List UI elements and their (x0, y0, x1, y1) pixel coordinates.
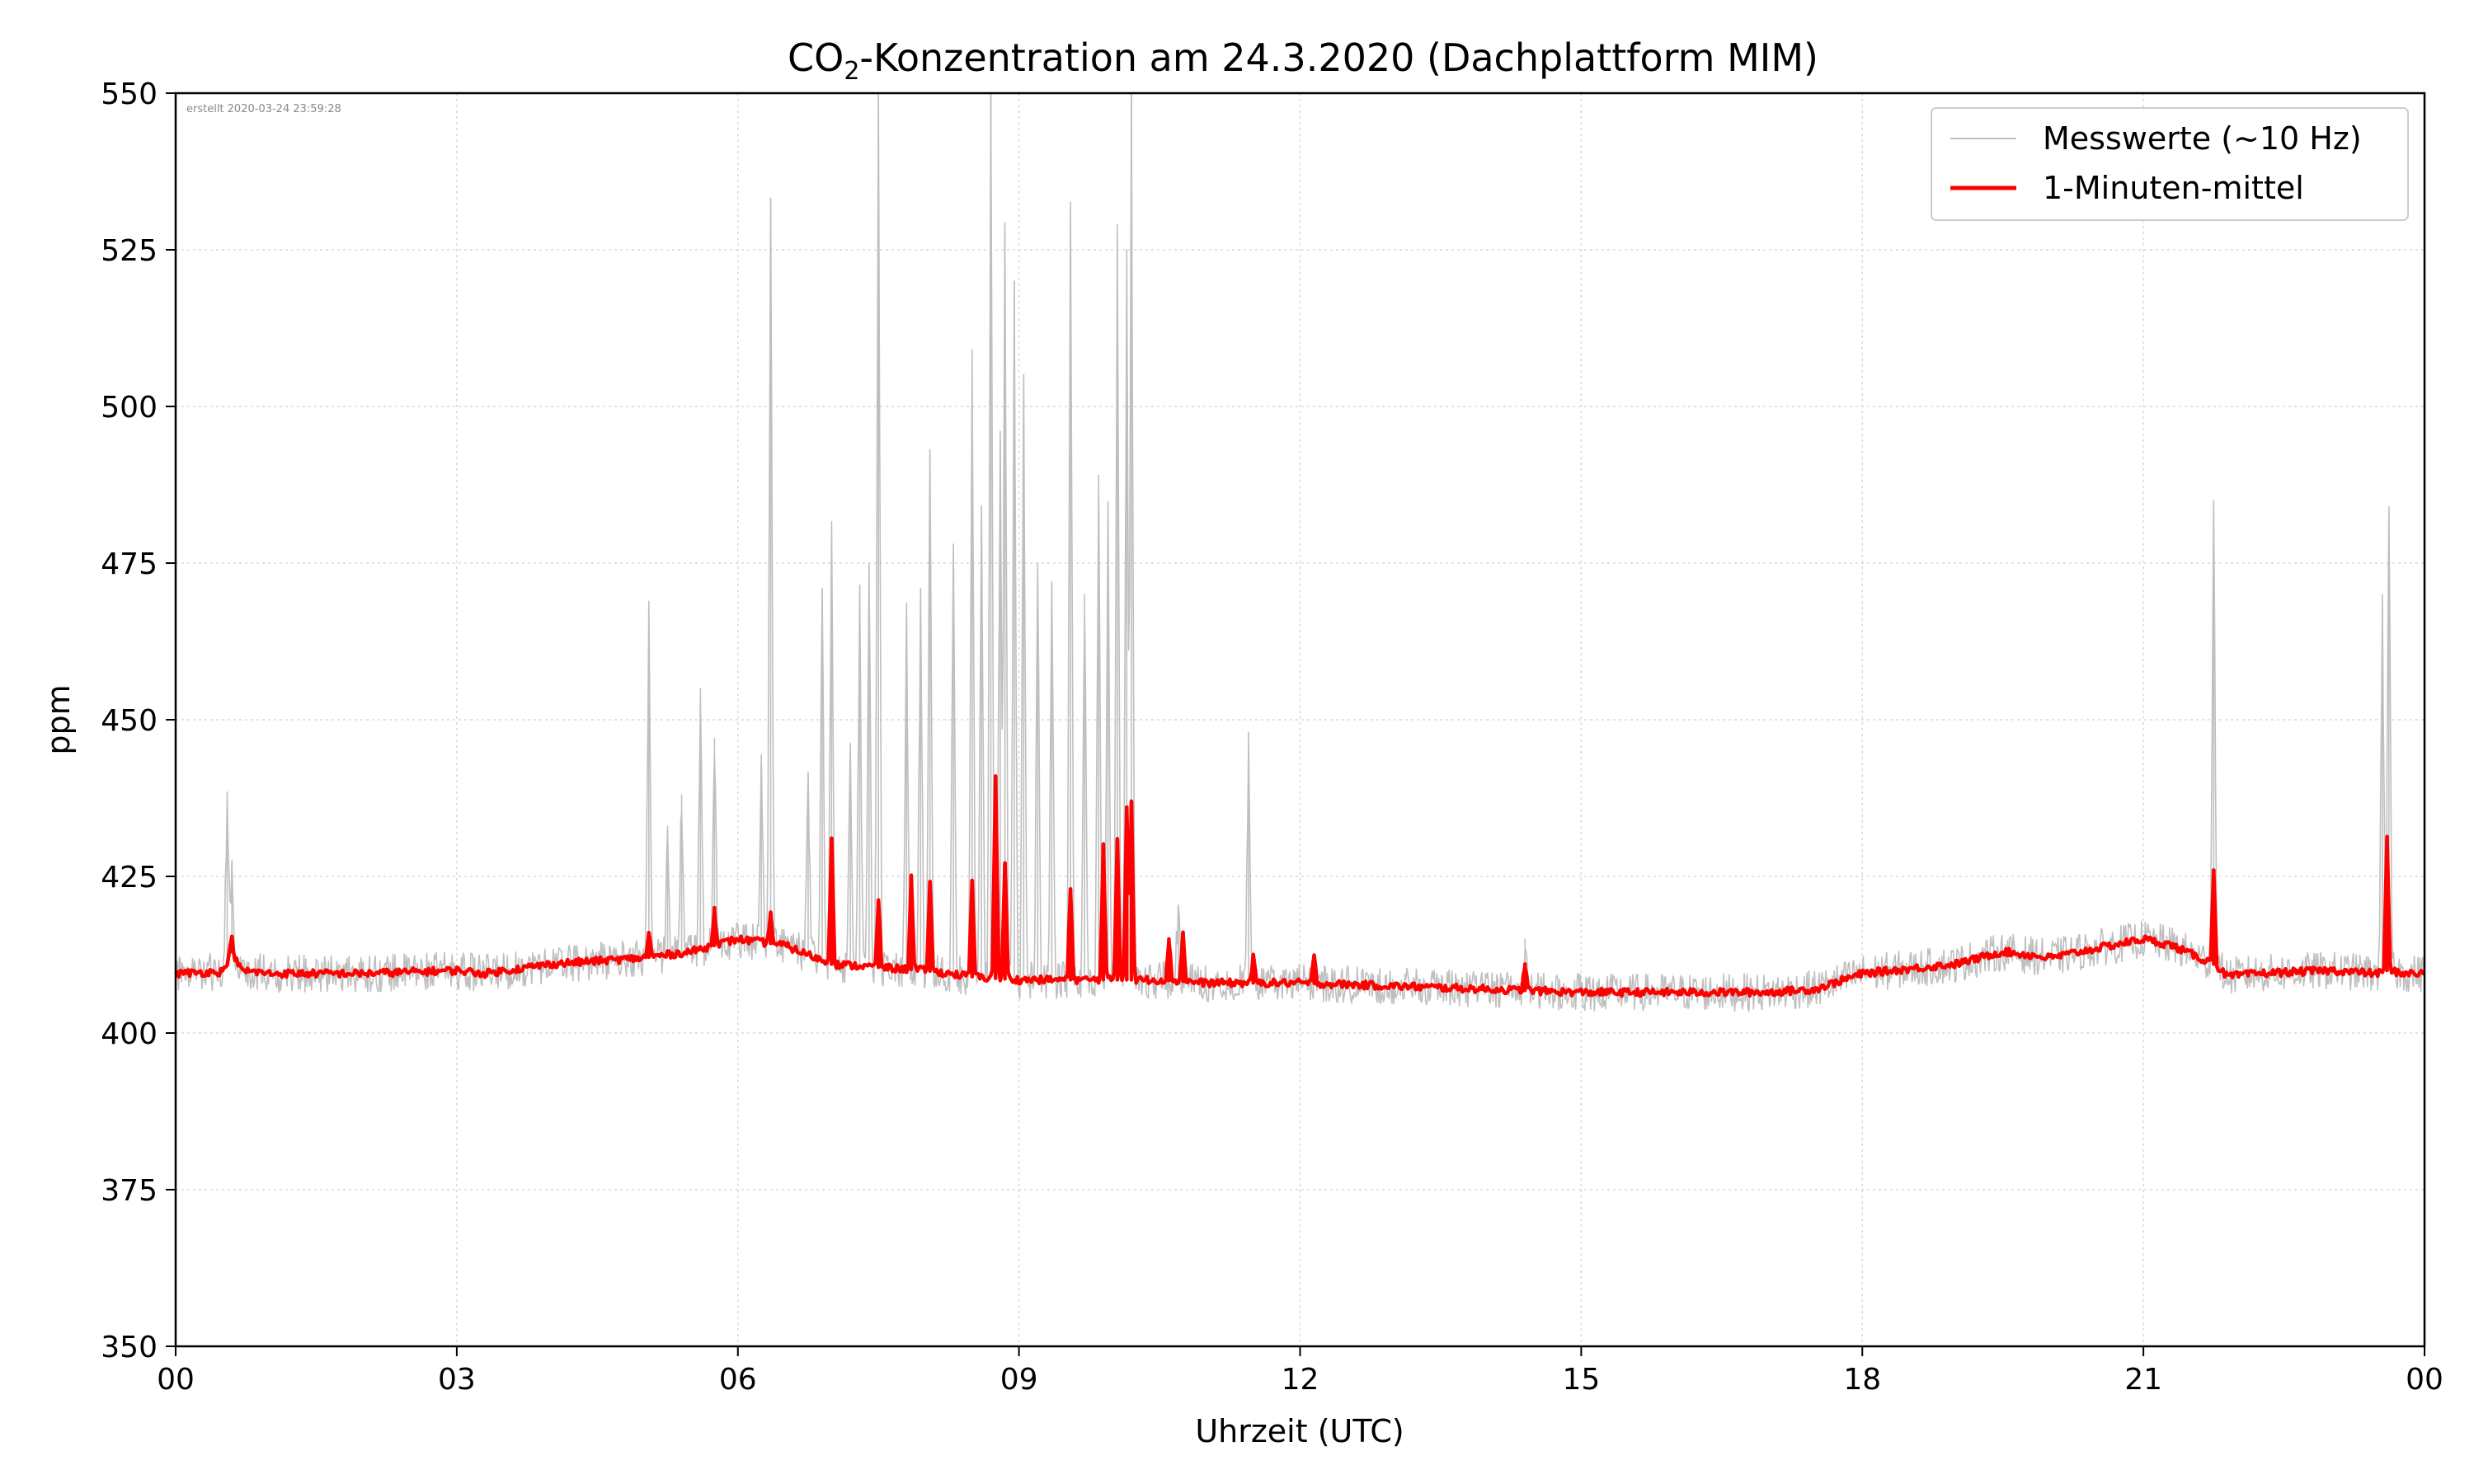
y-tick-label: 450 (101, 704, 158, 738)
y-axis-title: ppm (40, 684, 77, 754)
x-tick-label: 21 (2124, 1363, 2162, 1397)
legend-label-measurements: Messwerte (~10 Hz) (2043, 120, 2362, 157)
x-tick-label: 06 (719, 1363, 757, 1397)
series-line-1 (174, 777, 2425, 998)
y-tick-label: 500 (101, 391, 158, 425)
chart-title: CO2-Konzentration am 24.3.2020 (Dachplat… (788, 35, 1818, 86)
y-tick-label: 550 (101, 77, 158, 111)
legend-box (1931, 107, 2409, 221)
y-tick-label: 350 (101, 1331, 158, 1364)
x-tick-label: 03 (438, 1363, 476, 1397)
series-measurements (175, 92, 2425, 1012)
y-tick-label: 400 (101, 1017, 158, 1051)
x-tick-label: 15 (1562, 1363, 1600, 1397)
y-tick-label: 425 (101, 861, 158, 895)
x-tick-label: 12 (1282, 1363, 1319, 1397)
x-axis: 00 03 06 09 12 15 18 21 00 (157, 1346, 2443, 1397)
legend: Messwerte (~10 Hz) 1-Minuten-mittel (1931, 107, 2409, 221)
y-axis: 350 375 400 425 450 475 500 525 550 (101, 77, 176, 1364)
legend-label-1-minute-mean: 1-Minuten-mittel (2043, 170, 2304, 206)
x-tick-label: 00 (157, 1363, 195, 1397)
timestamp-note: erstellt 2020-03-24 23:59:28 (186, 103, 341, 115)
series-1-minute-mean (174, 774, 2425, 998)
y-tick-label: 475 (101, 547, 158, 581)
y-tick-label: 375 (101, 1174, 158, 1208)
x-tick-label: 09 (1000, 1363, 1038, 1397)
y-tick-label: 525 (101, 234, 158, 268)
x-axis-title: Uhrzeit (UTC) (1195, 1413, 1404, 1449)
x-tick-label: 18 (1843, 1363, 1881, 1397)
x-tick-label: 00 (2406, 1363, 2443, 1397)
